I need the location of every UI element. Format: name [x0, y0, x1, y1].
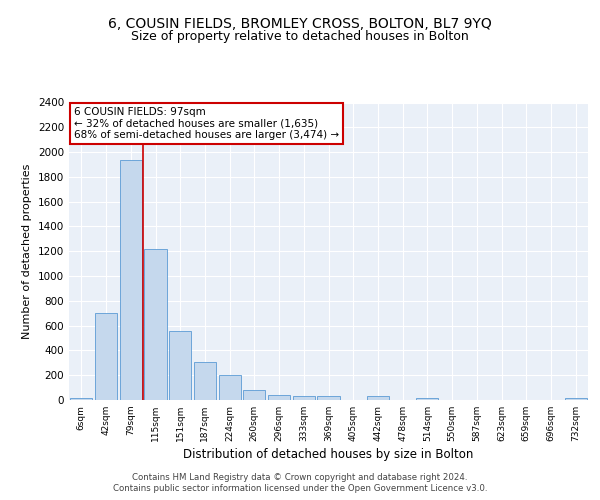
Bar	[95, 313, 117, 400]
Bar	[268, 395, 290, 400]
Text: 6, COUSIN FIELDS, BROMLEY CROSS, BOLTON, BL7 9YQ: 6, COUSIN FIELDS, BROMLEY CROSS, BOLTON,…	[108, 18, 492, 32]
Text: Size of property relative to detached houses in Bolton: Size of property relative to detached ho…	[131, 30, 469, 43]
Text: Contains public sector information licensed under the Open Government Licence v3: Contains public sector information licen…	[113, 484, 487, 493]
Bar	[367, 396, 389, 400]
Y-axis label: Number of detached properties: Number of detached properties	[22, 164, 32, 339]
Bar	[119, 160, 142, 400]
Bar	[70, 398, 92, 400]
Bar	[416, 398, 439, 400]
Bar	[218, 375, 241, 400]
Bar	[565, 398, 587, 400]
X-axis label: Distribution of detached houses by size in Bolton: Distribution of detached houses by size …	[184, 448, 473, 461]
Bar	[145, 249, 167, 400]
Bar	[194, 362, 216, 400]
Text: 6 COUSIN FIELDS: 97sqm
← 32% of detached houses are smaller (1,635)
68% of semi-: 6 COUSIN FIELDS: 97sqm ← 32% of detached…	[74, 107, 340, 140]
Text: Contains HM Land Registry data © Crown copyright and database right 2024.: Contains HM Land Registry data © Crown c…	[132, 472, 468, 482]
Bar	[243, 390, 265, 400]
Bar	[169, 330, 191, 400]
Bar	[293, 396, 315, 400]
Bar	[317, 396, 340, 400]
